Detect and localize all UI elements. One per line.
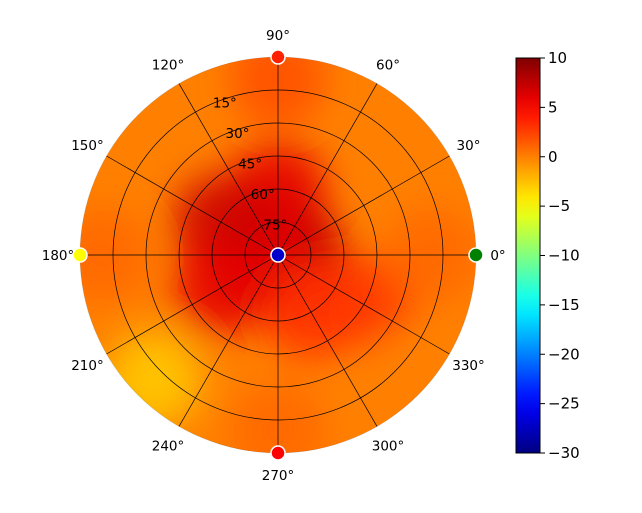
colorbar-scale — [515, 57, 541, 454]
point-marker — [270, 445, 286, 461]
colorbar-tick-label: 0 — [548, 148, 558, 166]
angle-tick-label: 90° — [266, 28, 290, 44]
colorbar: 10 5 0 −5 −10 −15 −20 −25 −30 — [515, 49, 580, 462]
markers — [72, 49, 484, 461]
angle-tick-label: 240° — [152, 439, 185, 455]
angular-grid-line — [277, 254, 450, 355]
radial-tick-label: 15° — [213, 96, 237, 112]
colorbar-tick-label: −20 — [548, 345, 580, 363]
angular-grid-line — [277, 83, 378, 256]
colorbar-tick-label: 10 — [548, 49, 567, 67]
radial-tick-label: 30° — [226, 126, 250, 142]
colorbar-tick-label: −10 — [548, 247, 580, 265]
angle-tick-label: 300° — [372, 439, 405, 455]
angular-grid-line — [106, 155, 279, 256]
colorbar-tick-label: 5 — [548, 98, 558, 116]
colorbar-tick-label: −30 — [548, 444, 580, 462]
colorbar-tick-label: −15 — [548, 296, 580, 314]
angle-tick-label: 210° — [71, 358, 104, 374]
angle-tick-label: 120° — [152, 57, 185, 73]
angle-tick-label: 270° — [262, 468, 295, 484]
point-marker — [270, 49, 286, 65]
angular-grid-line — [106, 254, 279, 355]
angle-tick-label: 30° — [457, 138, 481, 154]
colorbar-tick-label: −5 — [548, 197, 570, 215]
point-marker — [72, 247, 88, 263]
angular-grid-line — [277, 155, 450, 256]
radial-tick-label: 60° — [251, 187, 275, 203]
radial-tick-label: 75° — [263, 218, 287, 234]
point-marker — [270, 247, 286, 263]
angular-grid-line — [178, 83, 279, 256]
radial-tick-label: 45° — [238, 157, 262, 173]
angle-tick-label: 0° — [490, 248, 505, 264]
tick-labels: 0° 30° 60° 90° 120° 150° 180° 210° 240° 270° 300° 3… — [42, 28, 506, 484]
angle-tick-label: 150° — [71, 138, 104, 154]
angle-tick-label: 180° — [42, 248, 75, 264]
colorbar-tick-label: −25 — [548, 395, 580, 413]
angular-grid-line — [178, 254, 279, 427]
angle-tick-label: 330° — [452, 358, 485, 374]
angular-grid-line — [277, 254, 378, 427]
point-marker — [468, 247, 484, 263]
angle-tick-label: 60° — [376, 57, 400, 73]
